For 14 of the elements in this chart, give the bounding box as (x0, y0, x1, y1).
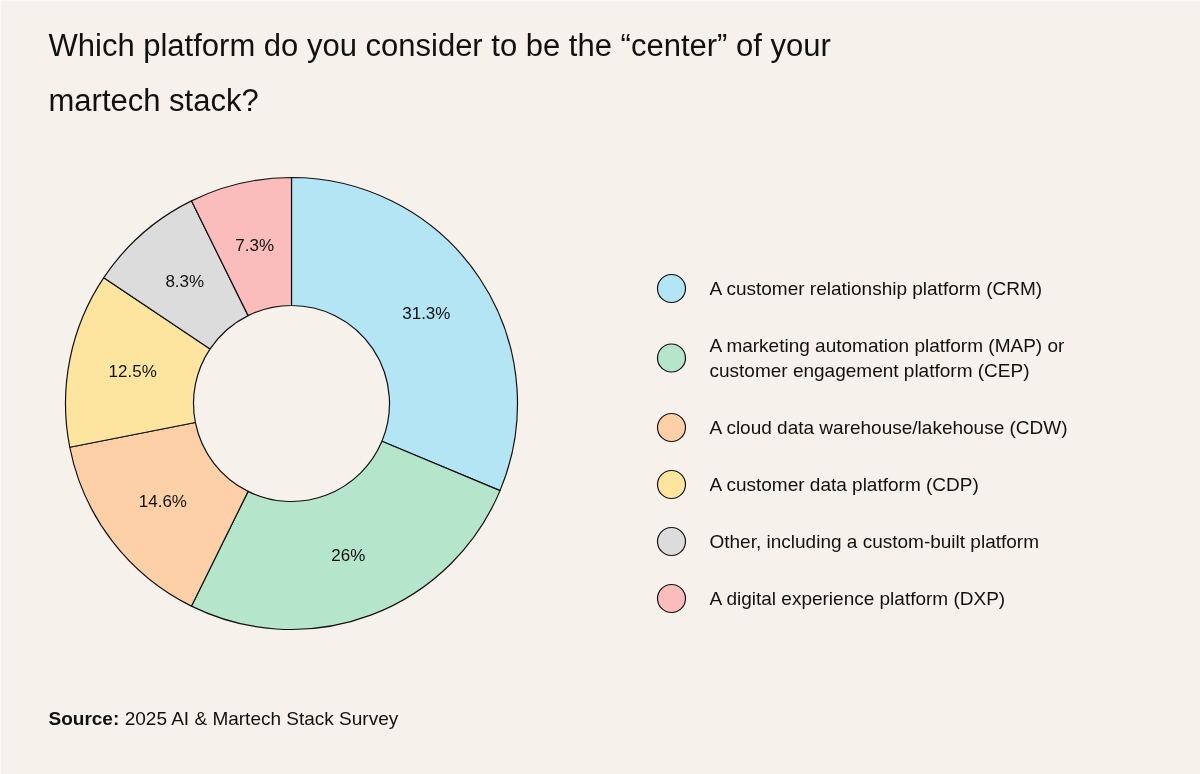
legend-label: Other, including a custom-built platform (709, 531, 1039, 552)
legend-label: A cloud data warehouse/lakehouse (CDW) (709, 417, 1068, 438)
source-note: Source: 2025 AI & Martech Stack Survey (48, 708, 399, 729)
chart-title: Which platform do you consider to be the “center” of your martech stack? (48, 28, 831, 118)
legend-label: A digital experience platform (DXP) (709, 588, 1006, 609)
data-label: 8.3% (165, 272, 205, 292)
legend-label: A marketing automation platform (MAP) or customer engagement platform (CEP) (709, 335, 1065, 381)
data-label: 26% (331, 545, 366, 565)
legend-label: A customer data platform (CDP) (709, 474, 979, 495)
data-label: 14.6% (138, 492, 187, 512)
data-label: 7.3% (235, 236, 275, 256)
legend-label: A customer relationship platform (CRM) (709, 278, 1043, 299)
data-label: 31.3% (402, 304, 451, 324)
data-label: 12.5% (108, 362, 157, 382)
